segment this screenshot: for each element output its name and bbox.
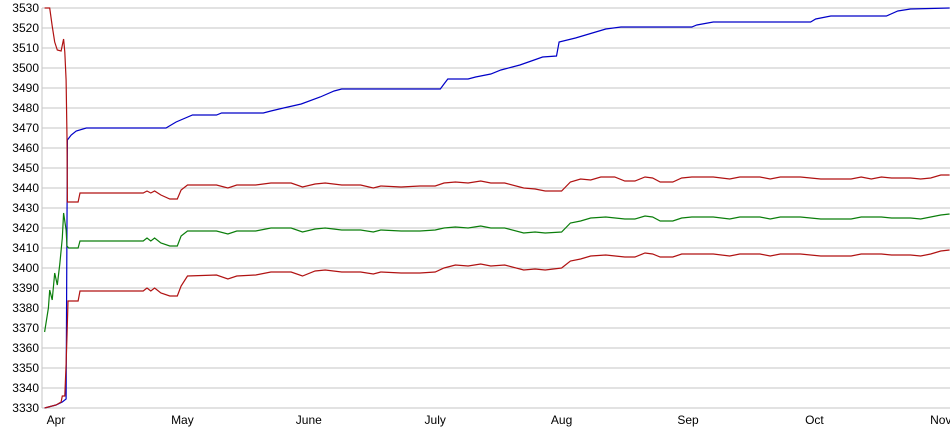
y-tick-label: 3360 — [12, 341, 39, 355]
red-upper-line — [44, 7, 950, 203]
x-tick-label: Oct — [805, 413, 824, 427]
blue-line — [44, 7, 950, 409]
y-tick-label: 3380 — [12, 301, 39, 315]
y-tick-label: 3480 — [12, 101, 39, 115]
y-tick-label: 3530 — [12, 1, 39, 15]
y-tick-label: 3440 — [12, 181, 39, 195]
x-tick-label: Apr — [47, 413, 66, 427]
x-tick-label: June — [296, 413, 322, 427]
x-axis-labels: Apr May June July Aug Sep Oct Nov — [47, 413, 950, 427]
y-axis-labels: 3330 3340 3350 3360 3370 3380 3390 3400 3410 3420… — [12, 1, 39, 415]
y-tick-label: 3410 — [12, 241, 39, 255]
x-tick-label: Sep — [677, 413, 699, 427]
y-tick-label: 3350 — [12, 361, 39, 375]
x-tick-label: May — [171, 413, 194, 427]
gridlines — [42, 7, 950, 409]
series-group — [44, 7, 950, 409]
x-tick-label: Nov — [930, 413, 950, 427]
red-lower-line — [44, 249, 950, 409]
green-line — [44, 212, 950, 333]
x-tick-label: Aug — [551, 413, 572, 427]
y-tick-label: 3370 — [12, 321, 39, 335]
y-tick-label: 3470 — [12, 121, 39, 135]
y-tick-label: 3460 — [12, 141, 39, 155]
y-tick-label: 3510 — [12, 41, 39, 55]
y-tick-label: 3340 — [12, 381, 39, 395]
y-tick-label: 3390 — [12, 281, 39, 295]
x-tick-label: July — [425, 413, 446, 427]
y-tick-label: 3330 — [12, 401, 39, 415]
y-tick-label: 3430 — [12, 201, 39, 215]
y-tick-label: 3500 — [12, 61, 39, 75]
y-tick-label: 3450 — [12, 161, 39, 175]
y-tick-label: 3420 — [12, 221, 39, 235]
y-tick-label: 3400 — [12, 261, 39, 275]
y-tick-label: 3520 — [12, 21, 39, 35]
y-tick-label: 3490 — [12, 81, 39, 95]
